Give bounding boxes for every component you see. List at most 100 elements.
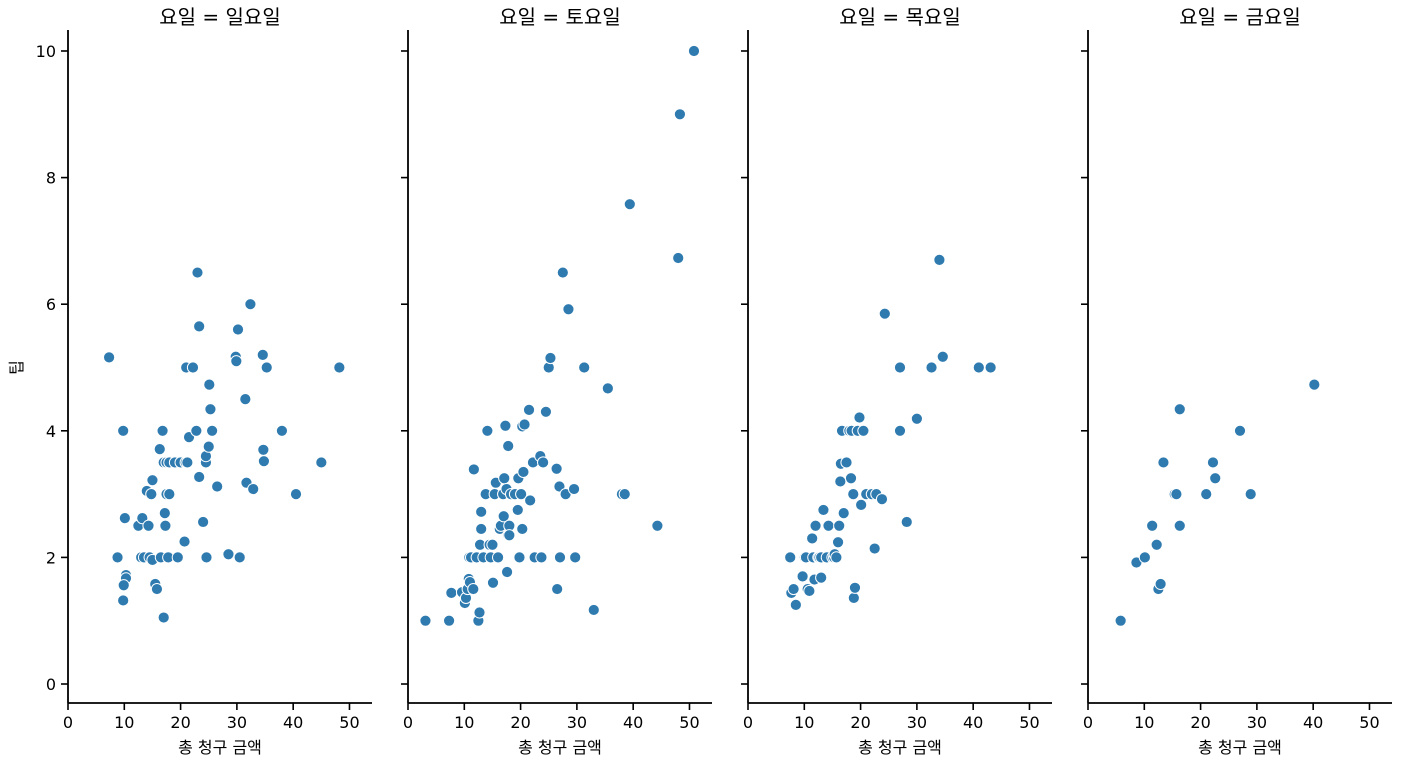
data-point	[1114, 614, 1127, 627]
x-axis-label: 총 청구 금액	[858, 738, 942, 757]
data-point	[893, 361, 907, 374]
x-tick-label: 40	[963, 713, 983, 732]
data-point	[145, 488, 158, 501]
data-point	[562, 303, 575, 316]
x-tick-label: 0	[63, 713, 73, 732]
data-point	[672, 251, 685, 265]
data-point	[587, 603, 600, 617]
y-tick-label: 6	[46, 295, 56, 314]
data-point	[673, 108, 687, 121]
x-axis-label: 총 청구 금액	[178, 738, 262, 757]
data-point	[467, 582, 480, 596]
x-tick-label: 10	[1134, 713, 1154, 732]
x-tick-label: 30	[227, 713, 247, 732]
data-point	[503, 529, 516, 542]
data-point	[1308, 378, 1321, 391]
data-point	[473, 606, 486, 619]
data-point	[936, 350, 949, 363]
data-point	[163, 488, 176, 501]
data-point	[803, 584, 816, 598]
data-point	[925, 361, 938, 374]
data-point	[289, 488, 303, 501]
x-tick-label: 0	[403, 713, 413, 732]
x-axis-label: 총 청구 금액	[1198, 738, 1282, 757]
data-point	[156, 424, 169, 437]
data-point	[200, 551, 213, 564]
panel-title: 요일 = 토요일	[499, 5, 620, 29]
data-point	[231, 323, 245, 336]
data-point	[857, 424, 870, 437]
data-point	[202, 440, 215, 453]
data-point	[815, 571, 828, 584]
x-tick-label: 50	[1359, 713, 1379, 732]
x-tick-label: 40	[623, 713, 643, 732]
data-point	[153, 443, 166, 456]
data-point	[687, 44, 701, 58]
data-point	[233, 551, 246, 564]
x-tick-label: 0	[743, 713, 753, 732]
data-point	[481, 424, 494, 437]
y-tick-label: 10	[36, 42, 56, 61]
data-point	[539, 405, 553, 418]
data-point	[513, 551, 526, 564]
data-point	[186, 361, 200, 374]
data-point	[159, 519, 172, 532]
data-point	[1157, 456, 1170, 469]
data-point	[569, 551, 582, 564]
y-tick-label: 8	[46, 169, 56, 188]
data-point	[475, 522, 488, 536]
data-point	[222, 548, 235, 561]
data-point	[1173, 519, 1186, 532]
data-point	[486, 576, 500, 589]
data-point	[102, 351, 116, 364]
data-point	[211, 480, 224, 493]
data-point	[796, 570, 809, 583]
data-point	[900, 515, 913, 529]
data-point	[1154, 577, 1167, 591]
data-point	[516, 522, 529, 536]
data-point	[524, 494, 537, 507]
x-tick-label: 0	[1083, 713, 1093, 732]
data-point	[333, 361, 346, 374]
x-tick-label: 40	[1303, 713, 1323, 732]
data-point	[848, 581, 862, 594]
data-point	[117, 594, 130, 607]
data-point	[1244, 488, 1257, 501]
data-point	[1173, 403, 1186, 416]
data-point	[181, 456, 194, 469]
data-point	[191, 266, 204, 279]
data-point	[556, 266, 569, 279]
data-point	[522, 403, 536, 417]
y-tick-label: 2	[46, 548, 56, 567]
data-point	[499, 419, 512, 432]
data-point	[157, 611, 170, 624]
data-point	[518, 418, 531, 431]
data-point	[190, 424, 203, 437]
data-point	[878, 307, 891, 320]
x-tick-label: 20	[170, 713, 190, 732]
data-point	[247, 482, 260, 496]
x-tick-label: 30	[907, 713, 927, 732]
data-point	[910, 412, 923, 425]
data-point	[984, 361, 997, 374]
data-point	[853, 411, 866, 424]
data-point	[1206, 456, 1220, 469]
data-point	[567, 482, 581, 496]
data-point	[244, 298, 257, 311]
y-axis-label: 팁	[7, 360, 26, 375]
data-point	[537, 456, 550, 469]
x-tick-label: 20	[1190, 713, 1210, 732]
data-point	[146, 474, 159, 487]
data-point	[847, 591, 860, 605]
data-point	[118, 512, 131, 525]
data-point	[442, 614, 456, 627]
data-point	[498, 472, 511, 485]
x-tick-label: 50	[339, 713, 359, 732]
data-point	[257, 443, 270, 456]
data-point	[511, 503, 524, 517]
data-point	[578, 361, 591, 374]
data-point	[806, 532, 819, 545]
data-point	[178, 535, 191, 548]
data-point	[239, 393, 252, 406]
data-point	[517, 465, 530, 479]
